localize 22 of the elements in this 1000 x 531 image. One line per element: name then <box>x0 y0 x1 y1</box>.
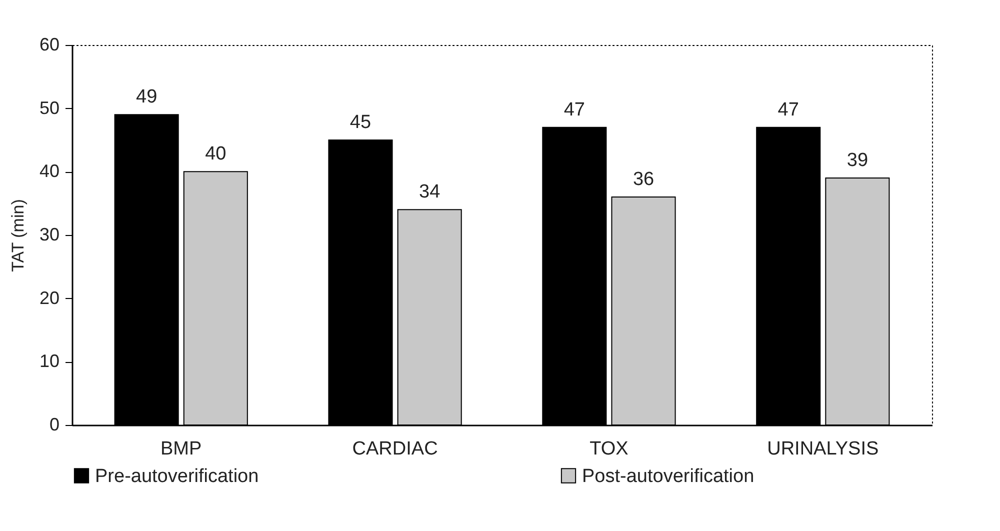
y-tick-label: 50 <box>39 98 60 118</box>
data-label: 45 <box>350 112 372 133</box>
x-tick-label: CARDIAC <box>352 438 438 460</box>
x-tick-label: BMP <box>160 438 202 460</box>
data-label: 47 <box>778 99 799 120</box>
legend-label: Post-autoverification <box>582 466 754 487</box>
y-tick-label: 20 <box>39 288 60 308</box>
x-tick-label: URINALYSIS <box>767 438 879 460</box>
data-label: 40 <box>205 144 226 165</box>
y-tick-label: 10 <box>39 351 60 372</box>
x-tick-label: TOX <box>590 438 629 460</box>
y-tick-label: 40 <box>39 161 60 182</box>
data-label: 34 <box>419 182 441 203</box>
legend-label: Pre-autoverification <box>95 466 259 487</box>
y-tick-label: 30 <box>39 224 60 244</box>
y-axis-title: TAT (min) <box>8 199 28 272</box>
data-label: 49 <box>136 86 158 108</box>
y-tick-label: 0 <box>49 414 60 434</box>
data-label: 36 <box>632 169 654 190</box>
data-label: 47 <box>564 99 585 120</box>
data-label: 39 <box>846 150 868 171</box>
y-tick-label: 60 <box>39 34 60 54</box>
